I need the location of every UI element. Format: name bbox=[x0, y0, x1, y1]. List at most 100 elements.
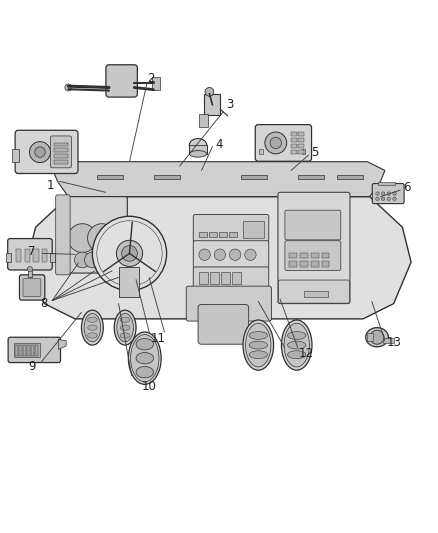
Ellipse shape bbox=[120, 333, 130, 338]
Bar bbox=[28, 270, 32, 277]
FancyBboxPatch shape bbox=[15, 130, 78, 174]
Bar bbox=[321, 253, 329, 258]
Circle shape bbox=[376, 192, 379, 195]
Ellipse shape bbox=[288, 341, 306, 349]
Ellipse shape bbox=[136, 352, 153, 364]
Circle shape bbox=[94, 252, 110, 268]
Ellipse shape bbox=[136, 367, 153, 378]
Bar bbox=[97, 175, 123, 179]
Text: 5: 5 bbox=[311, 147, 319, 159]
Circle shape bbox=[122, 246, 138, 261]
Ellipse shape bbox=[288, 351, 306, 359]
Ellipse shape bbox=[249, 341, 268, 349]
Bar bbox=[153, 175, 180, 179]
FancyBboxPatch shape bbox=[278, 192, 350, 304]
Circle shape bbox=[230, 249, 241, 261]
Bar bbox=[19, 345, 22, 357]
Bar bbox=[189, 145, 207, 154]
Bar bbox=[53, 154, 68, 158]
Bar bbox=[297, 175, 324, 179]
FancyBboxPatch shape bbox=[285, 210, 341, 240]
FancyBboxPatch shape bbox=[106, 65, 138, 97]
Ellipse shape bbox=[117, 313, 134, 342]
Bar bbox=[298, 144, 304, 148]
Bar bbox=[289, 253, 297, 258]
Text: 10: 10 bbox=[142, 380, 156, 393]
Circle shape bbox=[35, 147, 45, 157]
Ellipse shape bbox=[84, 313, 101, 342]
Circle shape bbox=[85, 252, 100, 268]
Ellipse shape bbox=[246, 323, 271, 367]
Circle shape bbox=[214, 249, 226, 261]
Circle shape bbox=[370, 330, 384, 344]
Bar bbox=[53, 148, 68, 152]
Bar bbox=[31, 345, 34, 357]
Circle shape bbox=[27, 266, 32, 272]
Circle shape bbox=[270, 138, 282, 149]
Text: 13: 13 bbox=[386, 336, 401, 350]
Bar bbox=[291, 144, 297, 148]
Bar bbox=[120, 266, 139, 297]
Bar bbox=[291, 132, 297, 135]
Bar bbox=[53, 160, 68, 164]
FancyBboxPatch shape bbox=[193, 267, 269, 288]
Bar bbox=[383, 338, 394, 343]
FancyBboxPatch shape bbox=[23, 279, 41, 297]
FancyBboxPatch shape bbox=[193, 215, 269, 242]
Ellipse shape bbox=[189, 151, 207, 157]
Text: 1: 1 bbox=[47, 179, 55, 192]
FancyBboxPatch shape bbox=[50, 136, 71, 168]
Bar bbox=[49, 253, 55, 262]
Bar bbox=[204, 94, 220, 115]
Ellipse shape bbox=[284, 323, 309, 367]
Text: 2: 2 bbox=[148, 72, 155, 85]
Circle shape bbox=[376, 197, 379, 200]
Bar bbox=[219, 232, 227, 237]
Bar bbox=[152, 77, 159, 90]
Circle shape bbox=[92, 216, 166, 290]
Ellipse shape bbox=[189, 139, 207, 152]
Bar bbox=[289, 261, 297, 266]
FancyBboxPatch shape bbox=[198, 304, 249, 344]
Bar bbox=[6, 253, 11, 262]
FancyBboxPatch shape bbox=[60, 197, 127, 273]
Bar bbox=[311, 253, 318, 258]
Bar bbox=[311, 261, 318, 266]
Bar bbox=[25, 249, 30, 262]
Polygon shape bbox=[58, 340, 66, 350]
Bar bbox=[33, 249, 39, 262]
Bar bbox=[199, 232, 207, 237]
Bar bbox=[209, 232, 217, 237]
Bar bbox=[23, 345, 26, 357]
Ellipse shape bbox=[88, 333, 97, 338]
Bar bbox=[221, 272, 230, 284]
Ellipse shape bbox=[136, 338, 153, 350]
Bar bbox=[304, 290, 328, 297]
Circle shape bbox=[393, 197, 396, 200]
Circle shape bbox=[74, 252, 90, 268]
Bar bbox=[53, 142, 68, 147]
FancyBboxPatch shape bbox=[372, 183, 404, 204]
Bar bbox=[42, 249, 47, 262]
FancyBboxPatch shape bbox=[8, 239, 52, 270]
FancyBboxPatch shape bbox=[193, 241, 269, 268]
Circle shape bbox=[245, 249, 256, 261]
Ellipse shape bbox=[282, 320, 312, 370]
Ellipse shape bbox=[88, 317, 97, 322]
Text: 6: 6 bbox=[403, 181, 410, 195]
Text: 12: 12 bbox=[299, 348, 314, 360]
FancyBboxPatch shape bbox=[8, 337, 60, 362]
Bar bbox=[27, 345, 30, 357]
Bar bbox=[300, 253, 307, 258]
Bar bbox=[337, 175, 363, 179]
Ellipse shape bbox=[249, 332, 268, 340]
Bar bbox=[12, 149, 19, 161]
Circle shape bbox=[265, 132, 287, 154]
Bar bbox=[210, 272, 219, 284]
Ellipse shape bbox=[114, 310, 136, 345]
FancyBboxPatch shape bbox=[19, 275, 45, 300]
Circle shape bbox=[68, 224, 97, 253]
Ellipse shape bbox=[120, 317, 130, 322]
Circle shape bbox=[393, 192, 396, 195]
Circle shape bbox=[387, 197, 391, 200]
